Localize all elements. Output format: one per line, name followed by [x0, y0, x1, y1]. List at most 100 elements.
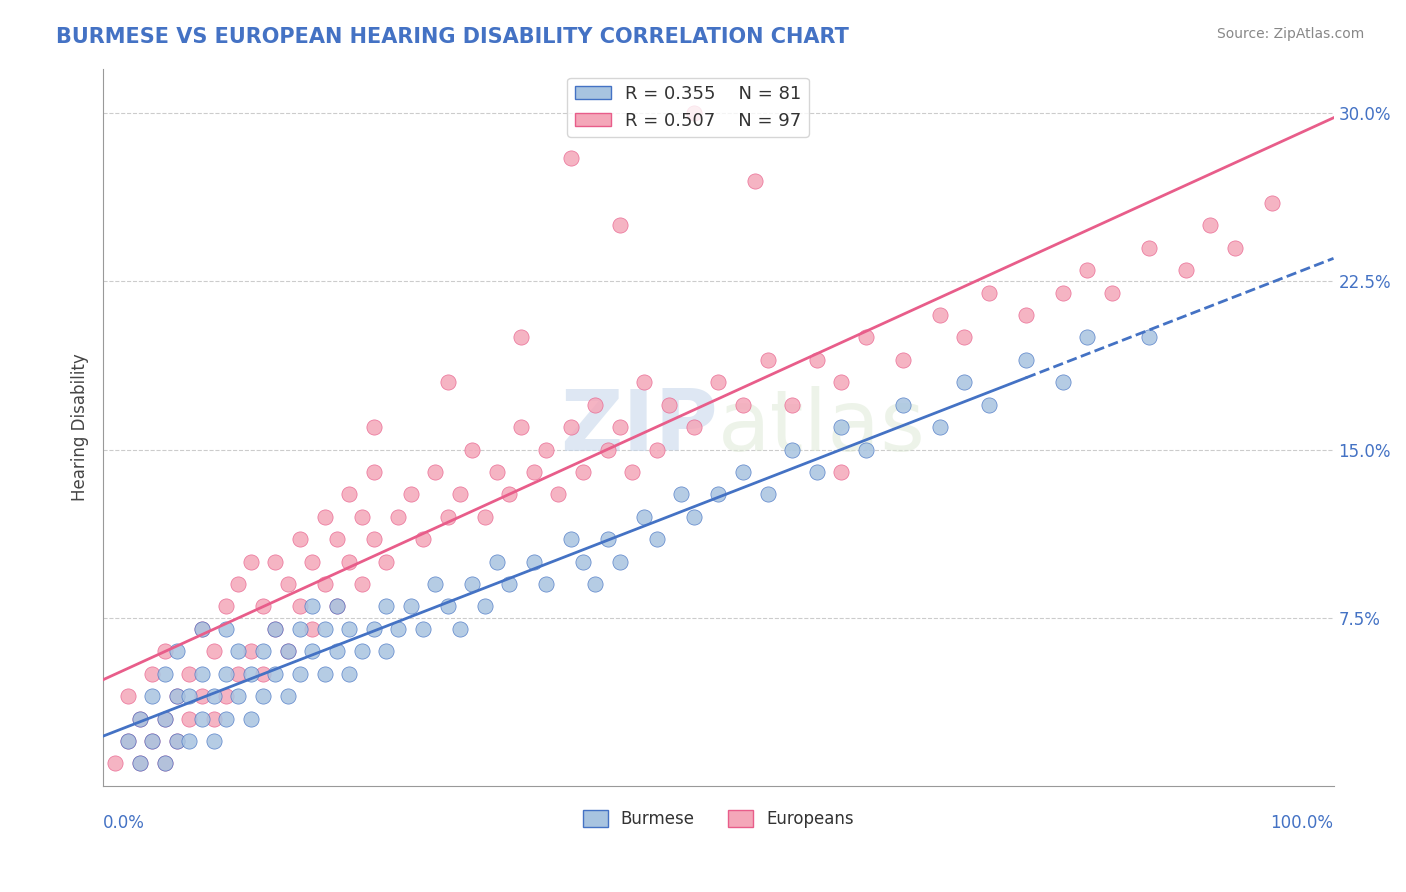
Point [707, 376, 730, 390]
Point [485, 465, 508, 479]
Point [756, 352, 779, 367]
Point [510, 330, 533, 344]
Point [731, 465, 754, 479]
Point [609, 219, 631, 233]
Point [277, 689, 299, 703]
Point [190, 689, 212, 703]
Point [658, 398, 681, 412]
Point [239, 555, 262, 569]
Point [375, 599, 398, 614]
Point [645, 533, 668, 547]
Text: Source: ZipAtlas.com: Source: ZipAtlas.com [1216, 27, 1364, 41]
Point [744, 173, 766, 187]
Point [166, 689, 188, 703]
Legend: Burmese, Europeans: Burmese, Europeans [576, 804, 860, 835]
Point [977, 285, 1000, 300]
Point [252, 666, 274, 681]
Point [141, 689, 163, 703]
Point [830, 376, 852, 390]
Point [326, 533, 349, 547]
Point [190, 622, 212, 636]
Point [855, 330, 877, 344]
Point [731, 398, 754, 412]
Point [474, 509, 496, 524]
Point [117, 734, 139, 748]
Point [350, 577, 373, 591]
Point [891, 398, 914, 412]
Point [117, 689, 139, 703]
Point [202, 689, 225, 703]
Point [1101, 285, 1123, 300]
Point [141, 734, 163, 748]
Point [202, 734, 225, 748]
Point [202, 712, 225, 726]
Point [314, 666, 336, 681]
Point [523, 465, 546, 479]
Point [633, 376, 655, 390]
Point [337, 666, 360, 681]
Point [1223, 241, 1246, 255]
Point [461, 577, 484, 591]
Point [129, 756, 152, 771]
Point [1052, 285, 1074, 300]
Point [301, 555, 323, 569]
Point [166, 644, 188, 658]
Point [485, 555, 508, 569]
Point [301, 644, 323, 658]
Point [264, 622, 287, 636]
Point [412, 622, 434, 636]
Point [399, 599, 422, 614]
Point [1137, 330, 1160, 344]
Point [190, 712, 212, 726]
Point [510, 420, 533, 434]
Point [153, 756, 176, 771]
Point [190, 666, 212, 681]
Point [830, 465, 852, 479]
Point [239, 712, 262, 726]
Point [756, 487, 779, 501]
Point [350, 644, 373, 658]
Point [215, 666, 238, 681]
Point [363, 465, 385, 479]
Point [387, 509, 409, 524]
Point [239, 644, 262, 658]
Point [806, 352, 828, 367]
Point [633, 509, 655, 524]
Point [153, 666, 176, 681]
Point [891, 352, 914, 367]
Point [474, 599, 496, 614]
Point [560, 533, 582, 547]
Point [682, 106, 704, 120]
Point [572, 465, 595, 479]
Point [707, 487, 730, 501]
Point [288, 533, 311, 547]
Point [228, 666, 250, 681]
Point [363, 420, 385, 434]
Point [645, 442, 668, 457]
Point [572, 555, 595, 569]
Point [166, 734, 188, 748]
Point [560, 151, 582, 165]
Point [682, 509, 704, 524]
Point [560, 420, 582, 434]
Point [534, 442, 557, 457]
Point [326, 644, 349, 658]
Point [215, 689, 238, 703]
Point [953, 330, 976, 344]
Text: BURMESE VS EUROPEAN HEARING DISABILITY CORRELATION CHART: BURMESE VS EUROPEAN HEARING DISABILITY C… [56, 27, 849, 46]
Point [179, 734, 201, 748]
Point [337, 622, 360, 636]
Point [153, 756, 176, 771]
Point [264, 666, 287, 681]
Point [277, 644, 299, 658]
Point [953, 376, 976, 390]
Point [780, 442, 803, 457]
Point [202, 644, 225, 658]
Point [166, 689, 188, 703]
Point [228, 689, 250, 703]
Point [621, 465, 644, 479]
Point [363, 622, 385, 636]
Point [671, 487, 693, 501]
Point [523, 555, 546, 569]
Point [215, 622, 238, 636]
